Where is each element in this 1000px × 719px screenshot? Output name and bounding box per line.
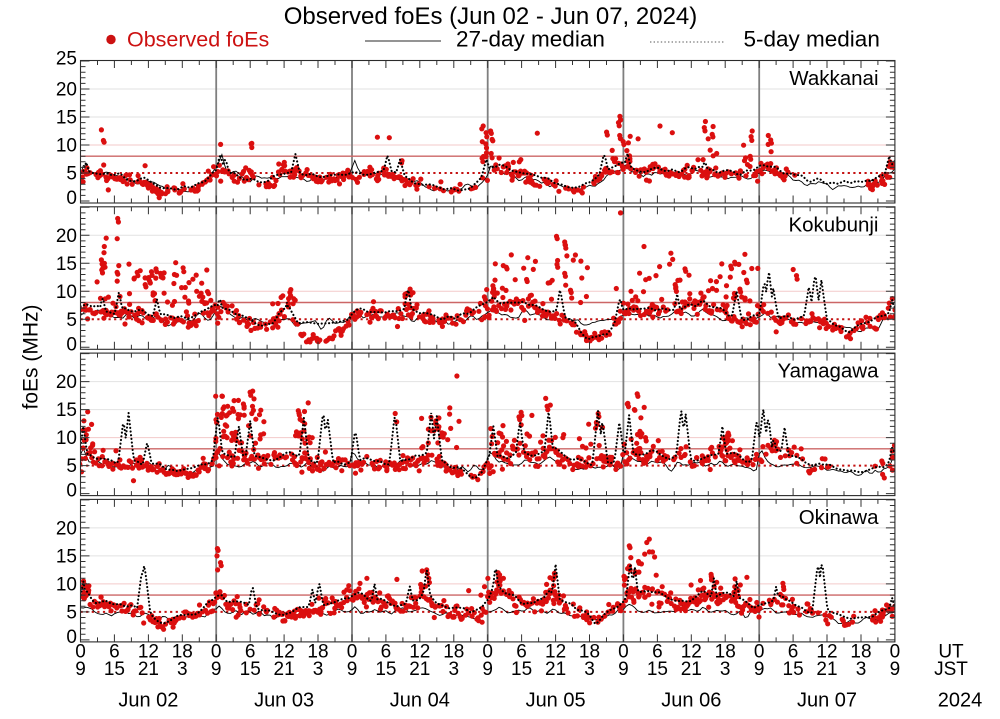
svg-text:Jun 07: Jun 07 [797, 690, 857, 712]
svg-text:15: 15 [783, 659, 804, 680]
svg-text:5: 5 [66, 310, 77, 331]
svg-text:18: 18 [579, 642, 600, 663]
svg-text:12: 12 [545, 642, 566, 663]
svg-text:9: 9 [754, 659, 765, 680]
svg-text:12: 12 [681, 642, 702, 663]
svg-text:9: 9 [890, 659, 901, 680]
svg-text:foEs (MHz): foEs (MHz) [19, 305, 42, 410]
svg-text:12: 12 [274, 642, 295, 663]
svg-text:0: 0 [75, 642, 86, 663]
svg-text:5: 5 [66, 602, 77, 623]
svg-text:JST: JST [934, 659, 968, 680]
svg-text:21: 21 [816, 659, 837, 680]
svg-text:3: 3 [720, 659, 731, 680]
svg-text:15: 15 [375, 659, 396, 680]
svg-text:0: 0 [66, 481, 77, 502]
svg-text:6: 6 [381, 642, 392, 663]
svg-text:9: 9 [347, 659, 358, 680]
svg-text:6: 6 [516, 642, 527, 663]
svg-text:0: 0 [754, 642, 765, 663]
svg-text:Jun 06: Jun 06 [661, 690, 721, 712]
svg-text:15: 15 [511, 659, 532, 680]
svg-text:0: 0 [66, 627, 77, 648]
svg-text:Observed foEs: Observed foEs [127, 28, 269, 52]
svg-text:20: 20 [56, 226, 77, 247]
svg-text:12: 12 [816, 642, 837, 663]
svg-text:18: 18 [307, 642, 328, 663]
svg-text:21: 21 [274, 659, 295, 680]
svg-text:18: 18 [850, 642, 871, 663]
svg-text:0: 0 [66, 334, 77, 355]
svg-text:0: 0 [347, 642, 358, 663]
svg-text:18: 18 [172, 642, 193, 663]
svg-text:20: 20 [56, 518, 77, 539]
svg-text:Jun 02: Jun 02 [118, 690, 178, 712]
svg-text:3: 3 [584, 659, 595, 680]
svg-text:12: 12 [409, 642, 430, 663]
svg-text:20: 20 [56, 80, 77, 101]
svg-text:18: 18 [443, 642, 464, 663]
svg-text:10: 10 [56, 428, 77, 449]
svg-text:Jun 04: Jun 04 [390, 690, 450, 712]
svg-text:0: 0 [890, 642, 901, 663]
svg-text:6: 6 [109, 642, 120, 663]
svg-text:12: 12 [138, 642, 159, 663]
svg-text:6: 6 [245, 642, 256, 663]
svg-text:UT: UT [938, 642, 964, 663]
svg-text:21: 21 [409, 659, 430, 680]
svg-text:2024: 2024 [938, 690, 983, 712]
svg-text:10: 10 [56, 574, 77, 595]
svg-text:3: 3 [313, 659, 324, 680]
svg-text:Jun 05: Jun 05 [526, 690, 586, 712]
svg-text:3: 3 [449, 659, 460, 680]
svg-text:Wakkanai: Wakkanai [789, 67, 878, 90]
svg-text:9: 9 [482, 659, 493, 680]
svg-text:9: 9 [211, 659, 222, 680]
svg-text:15: 15 [56, 254, 77, 275]
svg-text:Observed foEs (Jun 02 - Jun 07: Observed foEs (Jun 02 - Jun 07, 2024) [284, 3, 698, 30]
svg-text:Yamagawa: Yamagawa [777, 360, 879, 383]
svg-text:15: 15 [240, 659, 261, 680]
svg-text:15: 15 [56, 546, 77, 567]
svg-text:5: 5 [66, 456, 77, 477]
svg-text:Kokubunji: Kokubunji [788, 213, 878, 236]
svg-text:3: 3 [856, 659, 867, 680]
svg-text:15: 15 [647, 659, 668, 680]
svg-text:25: 25 [56, 49, 77, 70]
svg-text:15: 15 [104, 659, 125, 680]
svg-text:18: 18 [715, 642, 736, 663]
svg-text:21: 21 [138, 659, 159, 680]
svg-text:15: 15 [56, 400, 77, 421]
svg-text:20: 20 [56, 372, 77, 393]
svg-text:6: 6 [652, 642, 663, 663]
svg-text:5-day median: 5-day median [744, 27, 880, 52]
svg-text:6: 6 [788, 642, 799, 663]
svg-text:3: 3 [177, 659, 188, 680]
svg-text:0: 0 [482, 642, 493, 663]
svg-text:27-day median: 27-day median [456, 27, 605, 52]
svg-text:9: 9 [618, 659, 629, 680]
svg-text:0: 0 [66, 188, 77, 209]
svg-text:10: 10 [56, 282, 77, 303]
svg-text:5: 5 [66, 164, 77, 185]
svg-text:15: 15 [56, 108, 77, 129]
svg-text:Okinawa: Okinawa [799, 506, 879, 529]
svg-text:21: 21 [681, 659, 702, 680]
svg-text:0: 0 [618, 642, 629, 663]
svg-text:10: 10 [56, 136, 77, 157]
svg-text:0: 0 [211, 642, 222, 663]
svg-text:21: 21 [545, 659, 566, 680]
svg-text:9: 9 [75, 659, 86, 680]
svg-text:Jun 03: Jun 03 [254, 690, 314, 712]
